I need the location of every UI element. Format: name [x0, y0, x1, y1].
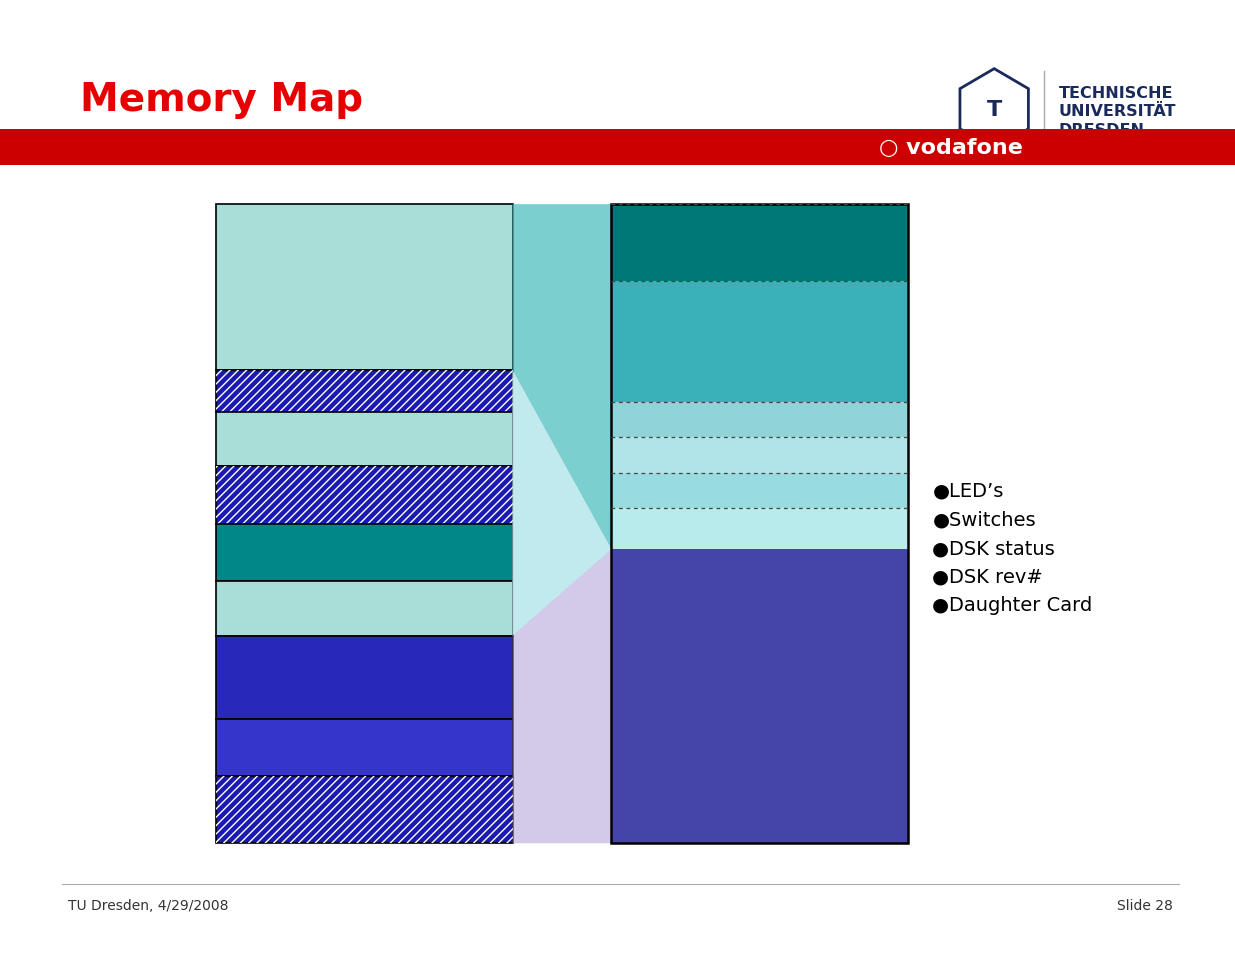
Polygon shape [513, 205, 611, 550]
Bar [611, 205, 908, 281]
Bar [216, 777, 513, 843]
Bar [216, 581, 513, 636]
Bar [216, 467, 513, 524]
Bar [611, 550, 908, 843]
Bar [216, 371, 513, 413]
Polygon shape [513, 371, 611, 636]
Bar [216, 719, 513, 777]
Text: TU Dresden, 4/29/2008: TU Dresden, 4/29/2008 [68, 898, 228, 912]
Text: ○ vodafone: ○ vodafone [879, 138, 1023, 157]
Bar [216, 371, 513, 413]
Bar [611, 403, 908, 438]
Bar [216, 777, 513, 843]
Text: T: T [987, 100, 1002, 119]
Bar [611, 508, 908, 550]
Bar [611, 281, 908, 403]
Bar [216, 205, 513, 371]
Bar [216, 467, 513, 524]
Bar [216, 524, 513, 581]
Text: ●DSK rev#: ●DSK rev# [932, 567, 1044, 586]
Polygon shape [513, 371, 611, 843]
Bar [216, 413, 513, 467]
Bar [0, 130, 1235, 166]
Bar [611, 205, 908, 843]
Text: ●Switches: ●Switches [932, 510, 1036, 529]
Text: ●DSK status: ●DSK status [932, 538, 1055, 558]
Bar [216, 636, 513, 719]
Text: ●LED’s: ●LED’s [932, 481, 1004, 500]
Bar [611, 438, 908, 473]
Bar [611, 473, 908, 508]
Text: Memory Map: Memory Map [80, 81, 363, 119]
Text: Slide 28: Slide 28 [1118, 898, 1173, 912]
Text: TECHNISCHE
UNIVERSITÄT
DRESDEN: TECHNISCHE UNIVERSITÄT DRESDEN [1058, 86, 1176, 138]
Text: ●Daughter Card: ●Daughter Card [932, 596, 1093, 615]
